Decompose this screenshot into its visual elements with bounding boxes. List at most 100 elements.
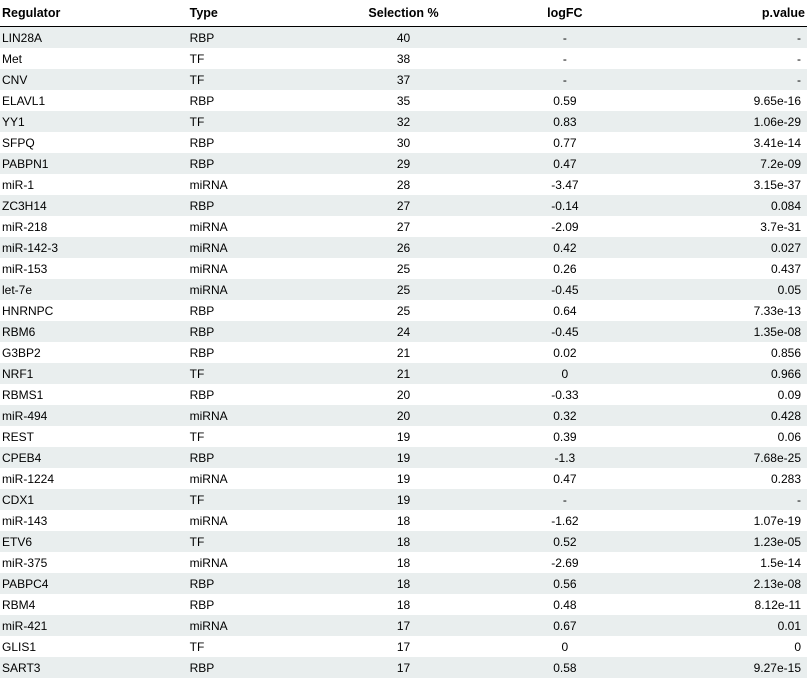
cell-logfc: -1.62 — [484, 510, 645, 531]
cell-selection: 27 — [323, 216, 484, 237]
table-row: miR-142-3miRNA260.420.027 — [0, 237, 807, 258]
cell-type: miRNA — [186, 405, 323, 426]
table-row: RBMS1RBP20-0.330.09 — [0, 384, 807, 405]
cell-type: miRNA — [186, 174, 323, 195]
table-row: miR-375miRNA18-2.691.5e-14 — [0, 552, 807, 573]
cell-regulator: ZC3H14 — [0, 195, 186, 216]
cell-regulator: miR-143 — [0, 510, 186, 531]
cell-pvalue: - — [646, 48, 807, 69]
cell-type: miRNA — [186, 258, 323, 279]
table-body: LIN28ARBP40--MetTF38--CNVTF37--ELAVL1RBP… — [0, 27, 807, 678]
cell-selection: 28 — [323, 174, 484, 195]
cell-logfc: -1.3 — [484, 447, 645, 468]
cell-selection: 29 — [323, 153, 484, 174]
table-row: HNRNPCRBP250.647.33e-13 — [0, 300, 807, 321]
cell-selection: 25 — [323, 258, 484, 279]
col-header-pvalue: p.value — [646, 0, 807, 27]
cell-logfc: - — [484, 489, 645, 510]
cell-type: miRNA — [186, 237, 323, 258]
cell-logfc: -0.33 — [484, 384, 645, 405]
cell-regulator: let-7e — [0, 279, 186, 300]
cell-type: RBP — [186, 195, 323, 216]
table-row: PABPC4RBP180.562.13e-08 — [0, 573, 807, 594]
cell-selection: 30 — [323, 132, 484, 153]
cell-type: miRNA — [186, 468, 323, 489]
cell-logfc: 0 — [484, 363, 645, 384]
cell-type: RBP — [186, 342, 323, 363]
cell-selection: 18 — [323, 552, 484, 573]
regulator-table: Regulator Type Selection % logFC p.value… — [0, 0, 807, 678]
cell-type: RBP — [186, 321, 323, 342]
cell-regulator: GLIS1 — [0, 636, 186, 657]
cell-logfc: 0.39 — [484, 426, 645, 447]
cell-regulator: NRF1 — [0, 363, 186, 384]
cell-selection: 25 — [323, 300, 484, 321]
cell-pvalue: 1.06e-29 — [646, 111, 807, 132]
cell-pvalue: 7.33e-13 — [646, 300, 807, 321]
cell-pvalue: 3.15e-37 — [646, 174, 807, 195]
cell-regulator: miR-1 — [0, 174, 186, 195]
cell-pvalue: 2.13e-08 — [646, 573, 807, 594]
cell-selection: 20 — [323, 405, 484, 426]
cell-regulator: CPEB4 — [0, 447, 186, 468]
cell-selection: 21 — [323, 363, 484, 384]
table-row: CDX1TF19-- — [0, 489, 807, 510]
cell-pvalue: 9.27e-15 — [646, 657, 807, 678]
cell-pvalue: 0.084 — [646, 195, 807, 216]
cell-pvalue: 0.856 — [646, 342, 807, 363]
cell-type: RBP — [186, 573, 323, 594]
cell-pvalue: 3.41e-14 — [646, 132, 807, 153]
table-row: miR-153miRNA250.260.437 — [0, 258, 807, 279]
cell-selection: 19 — [323, 426, 484, 447]
cell-logfc: 0.67 — [484, 615, 645, 636]
cell-type: miRNA — [186, 510, 323, 531]
cell-selection: 35 — [323, 90, 484, 111]
cell-regulator: CDX1 — [0, 489, 186, 510]
cell-selection: 17 — [323, 657, 484, 678]
cell-pvalue: 0 — [646, 636, 807, 657]
cell-type: RBP — [186, 384, 323, 405]
table-header-row: Regulator Type Selection % logFC p.value — [0, 0, 807, 27]
table-row: miR-1224miRNA190.470.283 — [0, 468, 807, 489]
cell-pvalue: 1.23e-05 — [646, 531, 807, 552]
col-header-regulator: Regulator — [0, 0, 186, 27]
table-row: RESTTF190.390.06 — [0, 426, 807, 447]
cell-regulator: miR-153 — [0, 258, 186, 279]
cell-selection: 20 — [323, 384, 484, 405]
cell-pvalue: 0.437 — [646, 258, 807, 279]
cell-selection: 18 — [323, 573, 484, 594]
cell-regulator: ELAVL1 — [0, 90, 186, 111]
cell-pvalue: 1.07e-19 — [646, 510, 807, 531]
cell-type: TF — [186, 69, 323, 90]
cell-pvalue: - — [646, 27, 807, 49]
table-row: SFPQRBP300.773.41e-14 — [0, 132, 807, 153]
cell-type: RBP — [186, 153, 323, 174]
cell-selection: 18 — [323, 510, 484, 531]
table-row: NRF1TF2100.966 — [0, 363, 807, 384]
cell-pvalue: 0.06 — [646, 426, 807, 447]
cell-pvalue: 0.428 — [646, 405, 807, 426]
col-header-logfc: logFC — [484, 0, 645, 27]
cell-pvalue: 0.01 — [646, 615, 807, 636]
cell-selection: 24 — [323, 321, 484, 342]
cell-regulator: RBMS1 — [0, 384, 186, 405]
cell-type: RBP — [186, 657, 323, 678]
cell-logfc: -0.14 — [484, 195, 645, 216]
cell-regulator: miR-421 — [0, 615, 186, 636]
table-row: miR-143miRNA18-1.621.07e-19 — [0, 510, 807, 531]
table-row: LIN28ARBP40-- — [0, 27, 807, 49]
cell-logfc: 0.77 — [484, 132, 645, 153]
cell-logfc: - — [484, 27, 645, 49]
cell-type: miRNA — [186, 615, 323, 636]
cell-selection: 19 — [323, 447, 484, 468]
cell-logfc: 0.47 — [484, 468, 645, 489]
cell-logfc: -2.09 — [484, 216, 645, 237]
cell-pvalue: 7.2e-09 — [646, 153, 807, 174]
cell-regulator: YY1 — [0, 111, 186, 132]
cell-logfc: 0.42 — [484, 237, 645, 258]
cell-type: RBP — [186, 447, 323, 468]
table-row: RBM6RBP24-0.451.35e-08 — [0, 321, 807, 342]
cell-logfc: 0.83 — [484, 111, 645, 132]
cell-type: miRNA — [186, 216, 323, 237]
cell-logfc: 0.59 — [484, 90, 645, 111]
